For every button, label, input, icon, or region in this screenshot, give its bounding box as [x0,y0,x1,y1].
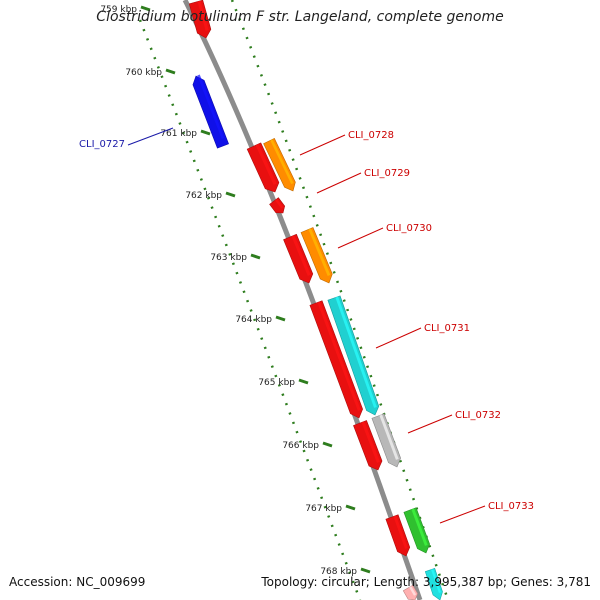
ruler-tick-label: 760 kbp [125,68,162,78]
gene-feature-highlight [291,235,311,276]
gene-feature [402,584,418,600]
ruler-tick-label: 759 kbp [100,5,137,15]
gene-feature [246,142,280,193]
gene-feature-highlight [270,139,294,185]
accession-text: Accession: NC_009699 [9,575,146,589]
gene-label-leader [337,227,384,249]
ruler-tick-mark [345,504,356,511]
gene-feature [309,300,363,419]
ruler-tick-mark [200,129,211,136]
ruler-tick-mark [360,567,371,574]
ruler-tick-mark [165,68,176,75]
gene-label: CLI_0730 [386,223,432,234]
gene-label-leader [439,505,486,524]
gene-label-leader [407,414,453,434]
gene-feature-highlight [308,228,331,276]
gene-feature-highlight [255,143,277,185]
gene-feature [424,568,443,600]
gene-label: CLI_0729 [364,168,410,179]
map-title: Clostridium botulinum F str. Langeland, … [96,9,504,25]
gene-feature [283,233,314,284]
ruler-ticks: 759 kbp 760 kbp 761 kbp 762 kbp 763 kbp 764 k… [100,5,371,577]
gene-feature-highlight [317,301,361,411]
genome-summary-text: Topology: circular; Length: 3,995,387 bp… [261,575,591,589]
ruler-tick-mark [250,253,261,260]
gene-feature-highlight [393,515,408,549]
gene-features [188,0,443,600]
gene-feature-highlight [335,296,377,408]
ruler-tick-mark [322,441,333,448]
ruler-tick-mark [298,378,309,385]
gene-feature [353,420,383,471]
ruler-tick-mark [275,315,286,322]
gene-feature [269,197,286,214]
ruler-tick-label: 768 kbp [320,567,357,577]
gene-feature-highlight [411,508,428,546]
gene-feature-highlight [361,421,380,463]
gene-feature [327,295,380,416]
gene-feature-highlight [197,74,225,139]
gene-label-leader [375,327,422,349]
ruler-tick-label: 761 kbp [160,129,197,139]
gene-label: CLI_0732 [455,410,501,421]
gene-label: CLI_0733 [488,501,534,512]
ruler-tick-label: 762 kbp [185,191,222,201]
gene-label: CLI_0727 [79,139,125,150]
outer-dotted-line [230,0,450,600]
ruler-tick-label: 764 kbp [235,315,272,325]
gene-labels: CLI_0727 CLI_0728 CLI_0729 CLI_0730 CLI_0731… [79,127,534,524]
gene-label-leader [316,172,362,194]
ruler-tick-mark [225,191,236,198]
gene-feature-highlight [431,568,441,593]
gene-label: CLI_0728 [348,130,394,141]
gene-label-leader [299,134,346,156]
ruler-tick-label: 767 kbp [305,504,342,514]
ruler-tick-label: 766 kbp [282,441,319,451]
gene-feature-highlight [275,198,284,209]
gene-feature-highlight [379,414,399,460]
gene-label: CLI_0731 [424,323,470,334]
gene-feature-highlight [409,586,417,596]
gene-feature-highlight [197,0,209,31]
genome-backbone [182,0,423,600]
ruler-tick-label: 765 kbp [258,378,295,388]
ruler-tick-mark [140,5,151,12]
gene-label-leader [127,127,174,146]
ruler-tick-label: 763 kbp [210,253,247,263]
